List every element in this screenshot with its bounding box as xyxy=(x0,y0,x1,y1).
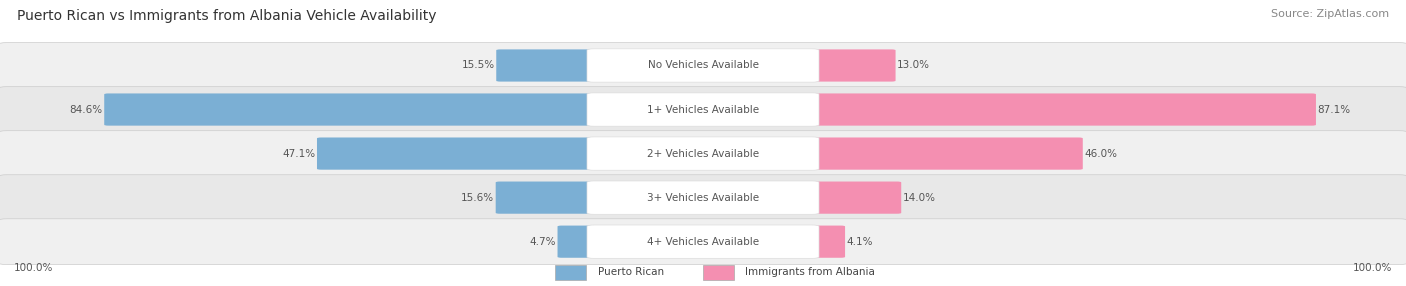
FancyBboxPatch shape xyxy=(558,226,593,258)
Text: 15.6%: 15.6% xyxy=(461,193,495,202)
Text: 3+ Vehicles Available: 3+ Vehicles Available xyxy=(647,193,759,202)
Text: 46.0%: 46.0% xyxy=(1084,149,1118,158)
Text: 14.0%: 14.0% xyxy=(903,193,935,202)
Text: Puerto Rican: Puerto Rican xyxy=(598,267,664,277)
Text: Puerto Rican vs Immigrants from Albania Vehicle Availability: Puerto Rican vs Immigrants from Albania … xyxy=(17,9,436,23)
Text: Source: ZipAtlas.com: Source: ZipAtlas.com xyxy=(1271,9,1389,19)
Text: 2+ Vehicles Available: 2+ Vehicles Available xyxy=(647,149,759,158)
Text: 100.0%: 100.0% xyxy=(14,263,53,273)
FancyBboxPatch shape xyxy=(496,182,593,214)
FancyBboxPatch shape xyxy=(588,93,818,126)
FancyBboxPatch shape xyxy=(104,94,593,126)
FancyBboxPatch shape xyxy=(0,131,1406,176)
Text: 100.0%: 100.0% xyxy=(1353,263,1392,273)
FancyBboxPatch shape xyxy=(0,175,1406,221)
Text: 4.1%: 4.1% xyxy=(846,237,873,247)
FancyBboxPatch shape xyxy=(0,219,1406,265)
Text: 4+ Vehicles Available: 4+ Vehicles Available xyxy=(647,237,759,247)
FancyBboxPatch shape xyxy=(588,181,818,214)
FancyBboxPatch shape xyxy=(588,225,818,258)
Text: 47.1%: 47.1% xyxy=(283,149,315,158)
Text: 1+ Vehicles Available: 1+ Vehicles Available xyxy=(647,105,759,114)
FancyBboxPatch shape xyxy=(496,49,593,82)
FancyBboxPatch shape xyxy=(813,138,1083,170)
Text: 13.0%: 13.0% xyxy=(897,61,929,70)
FancyBboxPatch shape xyxy=(813,182,901,214)
Text: 87.1%: 87.1% xyxy=(1317,105,1351,114)
FancyBboxPatch shape xyxy=(813,49,896,82)
FancyBboxPatch shape xyxy=(588,49,818,82)
FancyBboxPatch shape xyxy=(0,43,1406,88)
FancyBboxPatch shape xyxy=(813,226,845,258)
Text: 4.7%: 4.7% xyxy=(530,237,557,247)
FancyBboxPatch shape xyxy=(0,87,1406,132)
FancyBboxPatch shape xyxy=(703,265,734,280)
FancyBboxPatch shape xyxy=(555,265,586,280)
FancyBboxPatch shape xyxy=(588,137,818,170)
Text: Immigrants from Albania: Immigrants from Albania xyxy=(745,267,875,277)
Text: 15.5%: 15.5% xyxy=(461,61,495,70)
Text: No Vehicles Available: No Vehicles Available xyxy=(648,61,758,70)
Text: 84.6%: 84.6% xyxy=(70,105,103,114)
FancyBboxPatch shape xyxy=(316,138,593,170)
FancyBboxPatch shape xyxy=(813,94,1316,126)
